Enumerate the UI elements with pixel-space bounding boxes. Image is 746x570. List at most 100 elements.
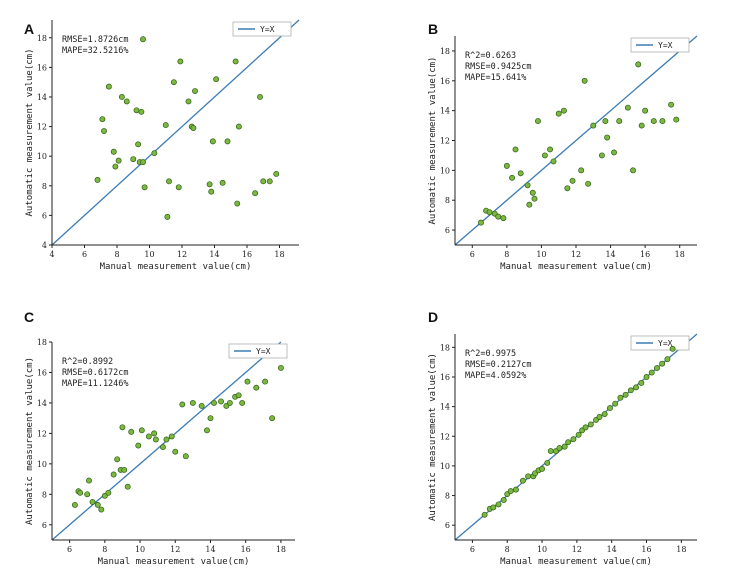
x-tick-label: 12 [572, 545, 582, 554]
x-tick-label: 18 [274, 250, 284, 259]
data-point [209, 138, 216, 145]
data-point [235, 392, 242, 399]
data-point [643, 374, 650, 380]
x-axis-title: Manual measurement value(cm) [500, 557, 652, 567]
data-point [633, 384, 640, 391]
data-point [490, 504, 497, 511]
data-point [141, 184, 148, 191]
x-axis-title: Manual measurement value(cm) [98, 557, 250, 567]
data-point [206, 181, 213, 188]
legend-label: Y=X [260, 25, 275, 34]
data-point [192, 88, 198, 95]
data-point [669, 345, 676, 352]
data-point [596, 414, 603, 420]
data-point [204, 427, 210, 434]
data-point [190, 125, 197, 132]
x-tick-label: 6 [82, 250, 87, 259]
stat-line: RMSE=1.8726cm [62, 35, 129, 45]
data-point [673, 116, 680, 123]
data-point [269, 415, 276, 422]
data-point [664, 356, 671, 363]
data-point [226, 399, 233, 406]
stat-line: MAPE=4.0592% [465, 371, 526, 381]
y-tick-label: 18 [37, 338, 47, 347]
stat-line: RMSE=0.2127cm [465, 360, 532, 370]
x-tick-label: 12 [170, 545, 180, 554]
data-point [151, 430, 158, 437]
data-point [611, 149, 617, 156]
data-point [71, 502, 78, 508]
panel-b: B 6 8 10 12 14 16 18 6 8 10 12 14 16 18 Manual measurem… [428, 21, 698, 272]
data-point [635, 61, 642, 68]
data-point [585, 180, 592, 187]
data-point [235, 123, 242, 130]
data-point [642, 107, 649, 114]
y-tick-label: 18 [37, 34, 47, 43]
data-point [110, 148, 117, 155]
stat-line: R^2=0.8992 [62, 357, 113, 367]
panel-letter: C [24, 309, 34, 325]
x-tick-label: 8 [102, 545, 107, 554]
data-point [531, 195, 538, 202]
data-point [172, 448, 179, 455]
data-point [213, 76, 220, 83]
data-point [145, 433, 152, 440]
data-point [659, 360, 666, 367]
data-point [211, 399, 217, 406]
data-point [503, 162, 510, 169]
x-tick-label: 6 [67, 545, 72, 554]
legend-box [630, 335, 690, 351]
y-tick-label: 4 [42, 241, 47, 250]
y-tick-label: 16 [37, 63, 47, 72]
x-tick-label: 10 [135, 545, 145, 554]
legend-box [630, 37, 690, 53]
data-point [526, 201, 533, 208]
data-point [94, 502, 101, 508]
y-tick-label: 10 [37, 152, 47, 161]
y-tick-label: 14 [440, 107, 450, 116]
data-point [604, 134, 611, 141]
panel-d: D 6 8 10 12 14 16 18 6 8 10 12 14 16 18 Manual measurem… [428, 309, 698, 567]
data-point [128, 428, 135, 435]
legend-box [232, 21, 292, 37]
x-tick-label: 12 [571, 250, 581, 259]
x-tick-label: 16 [640, 250, 650, 259]
data-point [525, 473, 532, 480]
data-point [570, 436, 577, 443]
stat-line: MAPE=15.641% [465, 73, 526, 83]
data-point [151, 150, 158, 157]
x-tick-label: 16 [241, 545, 251, 554]
data-point [244, 378, 251, 385]
data-point [252, 190, 259, 197]
panel-letter: B [428, 21, 438, 37]
data-point [481, 511, 488, 518]
data-point [140, 36, 146, 43]
data-point [266, 178, 273, 185]
panel-letter: A [24, 21, 34, 37]
y-tick-label: 16 [440, 373, 450, 382]
data-point [617, 394, 624, 401]
data-point [569, 177, 576, 184]
y-axis-title: Automatic measurement value(cm) [428, 57, 438, 225]
y-tick-label: 14 [37, 93, 47, 102]
identity-line [51, 19, 300, 246]
data-point [601, 411, 608, 417]
panel-letter: D [428, 309, 438, 325]
x-tick-label: 16 [641, 545, 651, 554]
data-point [668, 101, 675, 108]
data-point [519, 477, 526, 484]
x-tick-label: 14 [605, 250, 615, 259]
data-point [77, 489, 84, 496]
data-point [606, 405, 613, 412]
x-tick-label: 14 [209, 250, 219, 259]
y-tick-label: 16 [440, 77, 450, 86]
stat-line: MAPE=32.5216% [62, 46, 129, 56]
data-point [86, 477, 92, 484]
data-point [218, 398, 224, 405]
y-tick-label: 8 [42, 490, 47, 499]
data-point [224, 138, 231, 145]
data-point [170, 79, 177, 86]
data-point [622, 391, 629, 398]
data-point [627, 387, 634, 394]
data-point [84, 491, 91, 498]
